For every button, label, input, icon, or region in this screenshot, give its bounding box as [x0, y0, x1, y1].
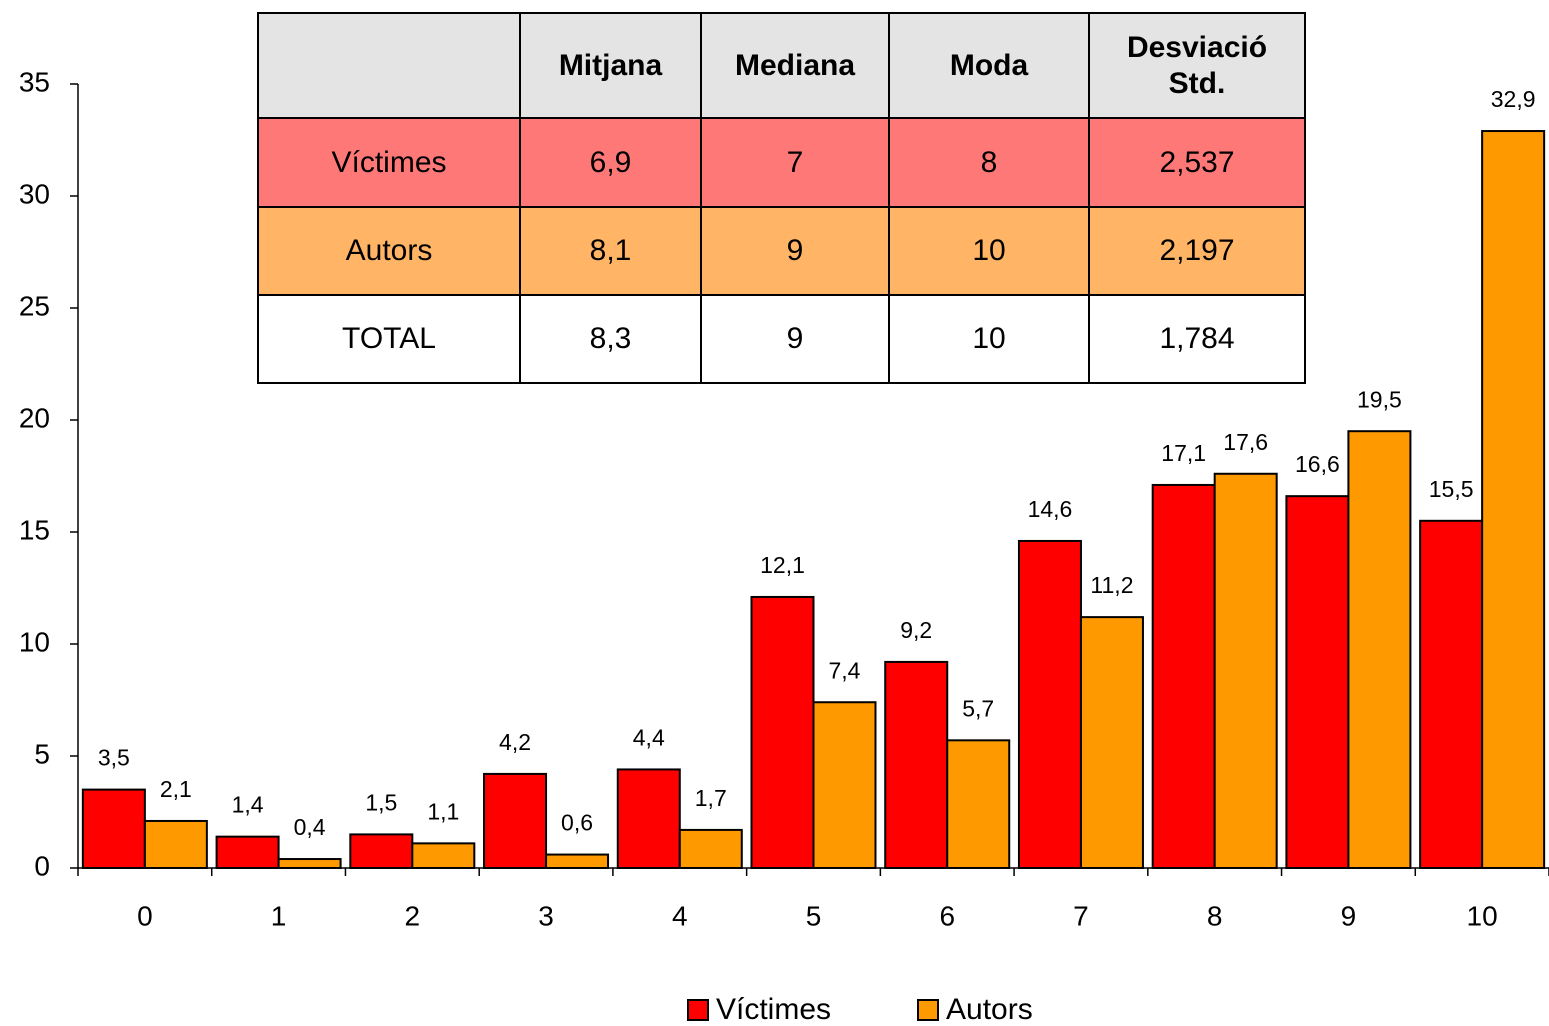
bar [277, 858, 342, 869]
value-label: 1,7 [695, 785, 727, 811]
legend-label: Autors [946, 993, 1033, 1026]
value-label: 1,5 [365, 789, 397, 815]
bar [1213, 472, 1278, 869]
bar [678, 828, 743, 869]
value-label: 5,7 [962, 695, 994, 721]
bar [1151, 483, 1216, 869]
x-tick-label: 4 [672, 900, 688, 931]
bar [81, 788, 146, 869]
value-label: 2,1 [160, 776, 192, 802]
x-tick-label: 9 [1341, 900, 1357, 931]
table-cell: 9 [700, 294, 890, 384]
value-label: 17,1 [1161, 440, 1206, 466]
y-tick-label: 5 [34, 738, 50, 769]
header-cell: Mediana [700, 12, 890, 119]
table-cell: 10 [888, 294, 1090, 384]
header-text: Desviació Std. [1126, 30, 1268, 100]
y-tick-label: 20 [19, 402, 50, 433]
bar [812, 701, 877, 869]
legend-swatch [917, 999, 939, 1021]
bar [411, 842, 476, 869]
table-cell: 2,197 [1088, 206, 1306, 296]
value-label: 15,5 [1429, 476, 1474, 502]
value-label: 11,2 [1090, 572, 1133, 598]
y-tick-label: 0 [34, 850, 50, 881]
x-tick-label: 8 [1207, 900, 1223, 931]
value-label: 1,1 [427, 798, 459, 824]
table-cell: 1,784 [1088, 294, 1306, 384]
value-label: 4,2 [499, 729, 531, 755]
bar [1079, 616, 1144, 869]
table-row: Víctimes 6,9 7 8 2,537 [257, 117, 1306, 208]
value-label: 32,9 [1491, 86, 1536, 112]
x-tick-label: 0 [137, 900, 153, 931]
header-cell: Desviació Std. [1088, 12, 1306, 119]
x-tick-label: 7 [1073, 900, 1089, 931]
row-label: TOTAL [257, 294, 521, 384]
x-tick-label: 2 [405, 900, 421, 931]
bar [483, 772, 548, 869]
bar [1481, 130, 1546, 870]
y-tick-label: 35 [19, 66, 50, 97]
legend-swatch [687, 999, 709, 1021]
empty-cell [257, 12, 521, 119]
x-tick-label: 3 [538, 900, 554, 931]
table-cell: 9 [700, 206, 890, 296]
bar [1285, 495, 1350, 869]
bar [1017, 539, 1082, 870]
value-label: 3,5 [98, 745, 130, 771]
table-cell: 7 [700, 117, 890, 208]
table-row: Autors 8,1 9 10 2,197 [257, 206, 1306, 296]
table-header: Mitjana Mediana Moda Desviació Std. [257, 12, 1306, 119]
bar [1347, 430, 1412, 869]
bar [143, 819, 208, 870]
bar [884, 660, 949, 869]
header-cell: Mitjana [519, 12, 702, 119]
y-tick-label: 10 [19, 626, 50, 657]
value-label: 9,2 [900, 617, 932, 643]
bar [946, 739, 1011, 870]
table-cell: 8,1 [519, 206, 702, 296]
value-label: 19,5 [1357, 386, 1402, 412]
stats-table: Mitjana Mediana Moda Desviació Std. Víct… [257, 12, 1306, 384]
x-tick-label: 1 [271, 900, 287, 931]
value-label: 1,4 [232, 792, 264, 818]
table-cell: 6,9 [519, 117, 702, 208]
table-row: TOTAL 8,3 9 10 1,784 [257, 294, 1306, 384]
x-tick-label: 10 [1467, 900, 1498, 931]
value-label: 16,6 [1295, 451, 1340, 477]
bar [215, 835, 280, 870]
table-cell: 8,3 [519, 294, 702, 384]
bar [616, 768, 681, 869]
x-tick-label: 5 [806, 900, 822, 931]
row-label: Autors [257, 206, 521, 296]
x-tick-label: 6 [939, 900, 955, 931]
table-cell: 2,537 [1088, 117, 1306, 208]
value-label: 4,4 [633, 725, 665, 751]
value-label: 7,4 [829, 657, 861, 683]
bar [545, 853, 610, 869]
y-tick-label: 15 [19, 514, 50, 545]
bar [349, 833, 414, 870]
y-tick-label: 25 [19, 290, 50, 321]
value-label: 0,6 [561, 810, 593, 836]
bar [750, 595, 815, 870]
table-cell: 8 [888, 117, 1090, 208]
row-label: Víctimes [257, 117, 521, 208]
bar [1419, 519, 1484, 869]
table-cell: 10 [888, 206, 1090, 296]
value-label: 14,6 [1028, 496, 1073, 522]
value-label: 0,4 [294, 814, 326, 840]
header-cell: Moda [888, 12, 1090, 119]
y-tick-label: 30 [19, 178, 50, 209]
value-label: 12,1 [760, 552, 805, 578]
value-label: 17,6 [1223, 429, 1268, 455]
legend-label: Víctimes [716, 993, 831, 1026]
